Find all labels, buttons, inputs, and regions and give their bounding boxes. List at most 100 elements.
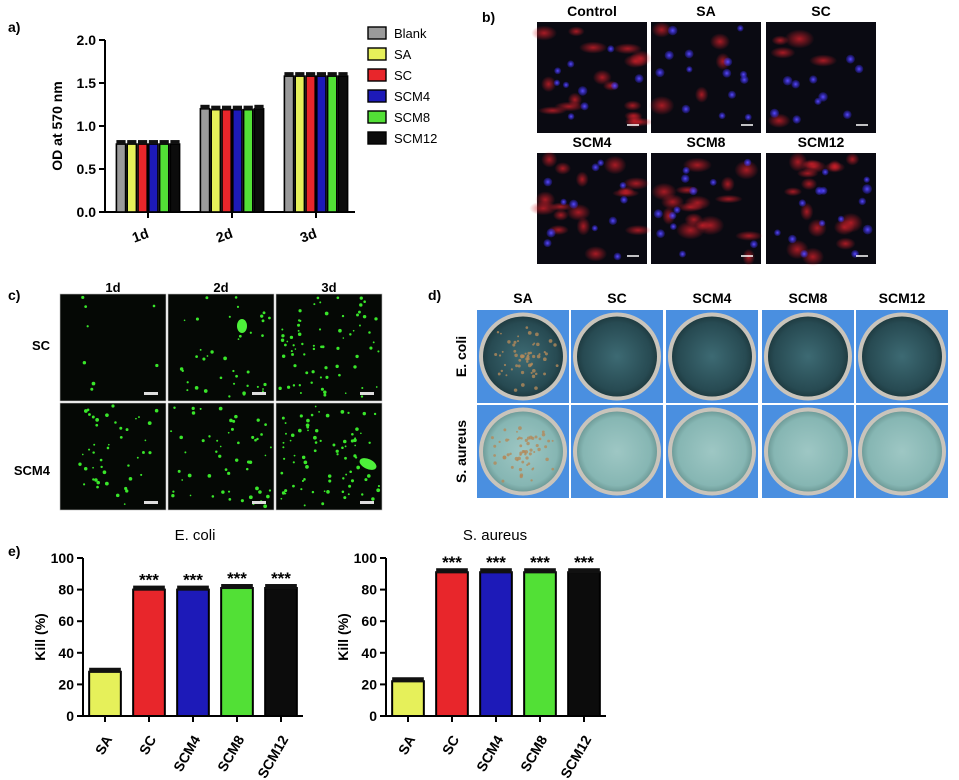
bacteria-dot [324, 311, 329, 316]
scale-bar [252, 392, 266, 395]
nucleus-stain [608, 216, 618, 225]
bacteria-dot [172, 490, 175, 493]
bacteria-dot [328, 479, 332, 483]
y-tick-label: 60 [361, 613, 377, 629]
bacteria-dot [93, 443, 96, 446]
significance-marker: *** [227, 569, 247, 588]
bacteria-dot [206, 355, 209, 357]
colony [532, 354, 536, 359]
bacteria-dot [100, 465, 103, 469]
cytoskeleton-stain [567, 92, 583, 107]
bacteria-dot [78, 462, 82, 466]
bacteria-dot [102, 470, 107, 475]
nucleus-stain [788, 234, 797, 244]
y-tick-label: 20 [58, 676, 74, 692]
bacteria-dot [264, 454, 267, 457]
column-title-2d: 2d [213, 280, 228, 295]
bacteria-dot [313, 435, 317, 440]
x-tick-label-SCM4: SCM4 [170, 732, 203, 774]
nucleus-stain [862, 184, 872, 194]
bar-SCM8-2d [242, 108, 254, 213]
nucleus-stain [607, 45, 615, 53]
colony [502, 455, 507, 460]
y-axis-label: Kill (%) [335, 613, 351, 660]
cytoskeleton-stain [651, 21, 672, 38]
panel-b-micrographs: Control SA SC SCM4 SCM8 SCM12 [529, 3, 876, 266]
bacteria-dot [342, 337, 345, 339]
bacteria-dot [128, 477, 133, 481]
bacteria-dot [289, 439, 292, 442]
bacteria-dot [314, 405, 317, 408]
cytoskeleton-stain [567, 26, 585, 37]
colony [524, 352, 527, 355]
bacteria-dot [320, 387, 324, 391]
nucleus-stain [774, 229, 781, 237]
error-bar [338, 72, 348, 77]
bacteria-dot [237, 441, 240, 445]
bacteria-dot [375, 386, 378, 388]
bacteria-dot [173, 406, 176, 409]
colony [527, 330, 532, 335]
bacteria-dot [323, 393, 327, 397]
nucleus-stain [818, 92, 828, 102]
nucleus-stain [560, 198, 567, 206]
bacteria-dot [228, 315, 231, 318]
column-title-SCM8: SCM8 [789, 290, 828, 306]
bacteria-dot [95, 423, 99, 427]
cytoskeleton-stain [576, 217, 591, 236]
nucleus-stain [664, 50, 674, 60]
bacteria-dot [232, 419, 236, 423]
bacteria-dot [88, 448, 91, 451]
bacteria-dot [362, 314, 367, 319]
bacteria-dot [186, 389, 189, 392]
colony [555, 364, 559, 368]
colony [519, 453, 522, 456]
bacteria-dot [88, 413, 91, 416]
nucleus-stain [782, 75, 793, 86]
bacteria-dot [354, 456, 358, 459]
bacteria-dot [368, 441, 371, 444]
bacteria-dot [246, 460, 251, 464]
cytoskeleton-stain [734, 160, 759, 180]
bacteria-dot [319, 301, 322, 304]
bacteria-dot [342, 477, 345, 480]
bacteria-dot [305, 423, 310, 428]
bacteria-dot [266, 494, 270, 499]
bacteria-dot [310, 413, 314, 417]
dish-agar-E. coli-SCM8 [768, 316, 848, 397]
bacteria-dot [245, 467, 249, 471]
error-bar [243, 105, 253, 110]
bacteria-dot [96, 485, 99, 489]
x-tick-label-2d: 2d [214, 225, 235, 246]
cytoskeleton-stain [535, 191, 556, 209]
colony [501, 350, 504, 353]
bacteria-dot [336, 453, 339, 456]
nucleus-stain [689, 186, 698, 196]
bar-SCM8-3d [326, 75, 338, 213]
bacteria-dot [81, 295, 85, 300]
bacteria-dot [305, 371, 309, 375]
row-label-SC: SC [32, 338, 51, 353]
cytoskeleton-stain [541, 151, 558, 168]
colony [532, 467, 535, 470]
error-bar [222, 105, 232, 110]
y-axis-label: Kill (%) [32, 613, 48, 660]
bacteria-dot [291, 353, 294, 356]
bacteria-dot [350, 439, 354, 443]
colony [513, 340, 517, 344]
colony [531, 374, 536, 379]
significance-marker: *** [442, 553, 462, 572]
legend-swatch-SC [367, 68, 387, 82]
bacteria-dot [338, 373, 341, 377]
bacteria-dot [361, 493, 364, 496]
bacteria-dot [210, 350, 214, 354]
cytoskeleton-stain [578, 41, 608, 54]
scale-bar [360, 501, 374, 504]
bacteria-dot [319, 376, 322, 379]
bacteria-dot [356, 465, 361, 470]
bacteria-dot [136, 456, 139, 459]
colony [503, 363, 507, 367]
cytoskeleton-stain [592, 69, 612, 85]
bacteria-dot [340, 410, 345, 414]
bacteria-dot [361, 386, 364, 390]
